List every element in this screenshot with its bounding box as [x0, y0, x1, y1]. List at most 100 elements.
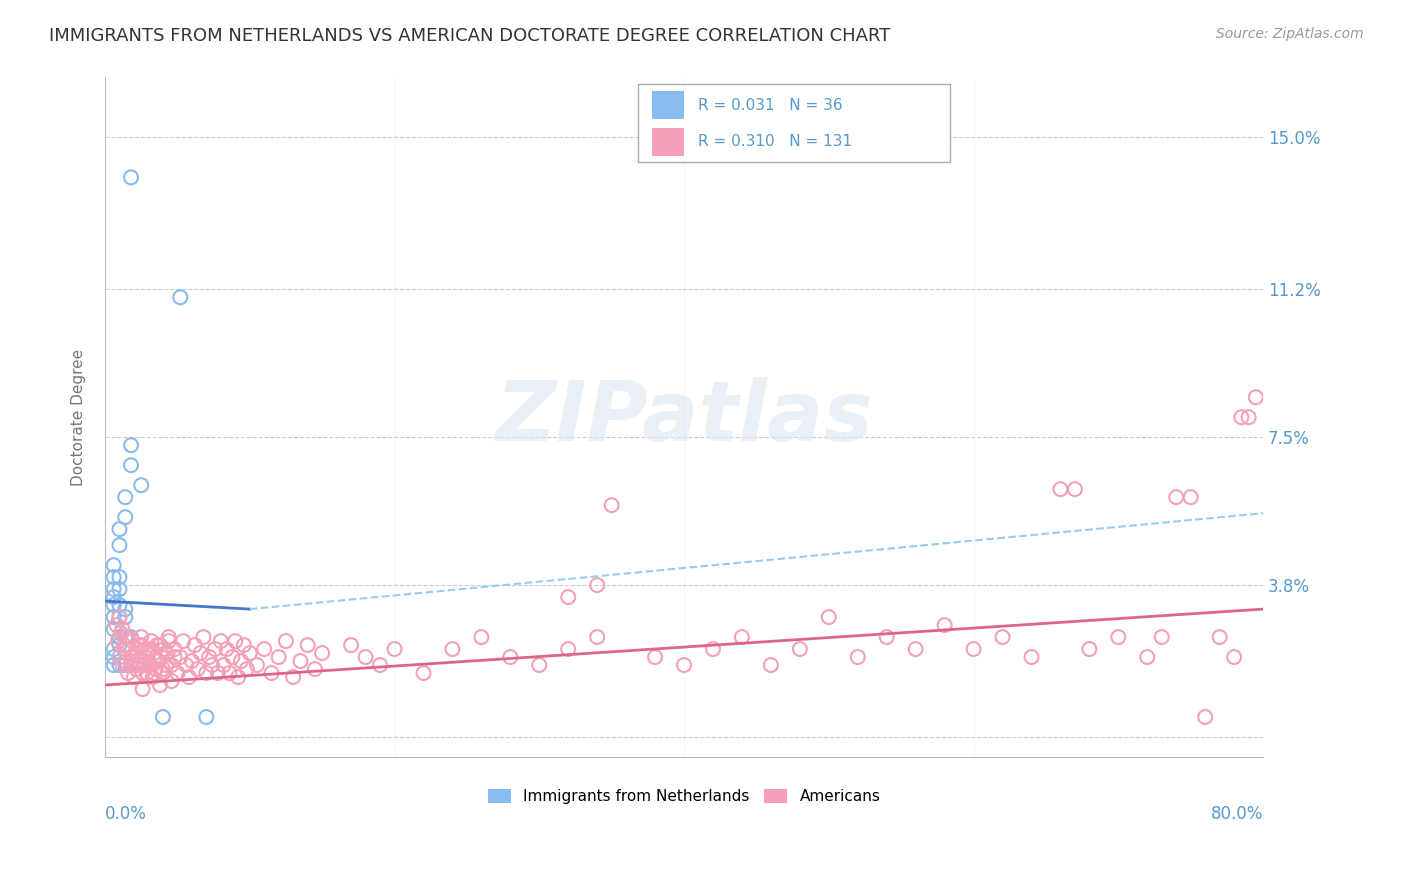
- Point: [204, 642, 226, 657]
- Point: [120, 438, 142, 452]
- Point: [163, 650, 186, 665]
- Legend: Immigrants from Netherlands, Americans: Immigrants from Netherlands, Americans: [481, 783, 887, 811]
- Point: [221, 650, 243, 665]
- Point: [201, 658, 224, 673]
- Point: [586, 630, 609, 644]
- Point: [103, 642, 125, 657]
- Point: [1078, 642, 1101, 657]
- Point: [138, 642, 160, 657]
- Point: [103, 658, 125, 673]
- Point: [138, 658, 160, 673]
- Point: [122, 658, 145, 673]
- Point: [120, 458, 142, 473]
- Point: [1230, 410, 1253, 425]
- Point: [114, 490, 136, 504]
- Point: [120, 650, 142, 665]
- Text: R = 0.031   N = 36: R = 0.031 N = 36: [697, 97, 842, 112]
- Point: [212, 658, 235, 673]
- Point: [876, 630, 898, 644]
- Point: [817, 610, 839, 624]
- Point: [129, 478, 152, 492]
- Point: [153, 642, 176, 657]
- Point: [112, 638, 135, 652]
- Point: [470, 630, 492, 644]
- Point: [236, 662, 259, 676]
- Point: [267, 650, 290, 665]
- Point: [184, 638, 207, 652]
- Point: [246, 658, 269, 673]
- Point: [991, 630, 1014, 644]
- Point: [125, 642, 148, 657]
- Point: [586, 578, 609, 592]
- Point: [149, 638, 172, 652]
- Point: [114, 654, 136, 668]
- Point: [122, 670, 145, 684]
- Point: [673, 658, 696, 673]
- Point: [904, 642, 927, 657]
- Point: [155, 658, 177, 673]
- Point: [120, 170, 142, 185]
- Point: [108, 522, 131, 536]
- Point: [135, 650, 157, 665]
- Point: [962, 642, 984, 657]
- Point: [136, 666, 159, 681]
- Point: [114, 610, 136, 624]
- Text: 0.0%: 0.0%: [105, 805, 146, 823]
- Point: [1208, 630, 1230, 644]
- FancyBboxPatch shape: [638, 84, 950, 162]
- Point: [149, 678, 172, 692]
- Point: [146, 654, 169, 668]
- Point: [152, 666, 174, 681]
- Point: [103, 570, 125, 584]
- Text: IMMIGRANTS FROM NETHERLANDS VS AMERICAN DOCTORATE DEGREE CORRELATION CHART: IMMIGRANTS FROM NETHERLANDS VS AMERICAN …: [49, 27, 890, 45]
- Point: [117, 666, 139, 681]
- Point: [166, 666, 188, 681]
- Point: [131, 681, 153, 696]
- Text: R = 0.310   N = 131: R = 0.310 N = 131: [697, 135, 852, 149]
- Point: [1136, 650, 1159, 665]
- Point: [290, 654, 312, 668]
- Point: [1244, 390, 1267, 404]
- Point: [115, 630, 138, 644]
- Point: [155, 646, 177, 660]
- Point: [160, 658, 183, 673]
- Point: [1194, 710, 1216, 724]
- Point: [114, 510, 136, 524]
- Point: [195, 666, 218, 681]
- Point: [311, 646, 333, 660]
- Y-axis label: Doctorate Degree: Doctorate Degree: [72, 349, 86, 486]
- Point: [354, 650, 377, 665]
- Point: [557, 590, 579, 604]
- Point: [108, 610, 131, 624]
- Point: [297, 638, 319, 652]
- Point: [114, 642, 136, 657]
- Point: [111, 622, 134, 636]
- Point: [163, 642, 186, 657]
- Point: [141, 634, 163, 648]
- Point: [141, 642, 163, 657]
- Point: [224, 634, 246, 648]
- Point: [177, 670, 200, 684]
- Point: [103, 558, 125, 573]
- Point: [934, 618, 956, 632]
- Point: [529, 658, 551, 673]
- Point: [441, 642, 464, 657]
- Point: [103, 650, 125, 665]
- Point: [253, 642, 276, 657]
- Point: [143, 646, 166, 660]
- Point: [108, 538, 131, 552]
- Point: [215, 642, 238, 657]
- Point: [600, 498, 623, 512]
- Point: [108, 650, 131, 665]
- Point: [1107, 630, 1129, 644]
- Point: [187, 662, 209, 676]
- Point: [148, 654, 170, 668]
- Point: [128, 654, 150, 668]
- Point: [1150, 630, 1173, 644]
- Point: [1064, 482, 1087, 496]
- Point: [218, 666, 240, 681]
- Point: [111, 658, 134, 673]
- Point: [731, 630, 754, 644]
- Point: [1223, 650, 1246, 665]
- Point: [1021, 650, 1043, 665]
